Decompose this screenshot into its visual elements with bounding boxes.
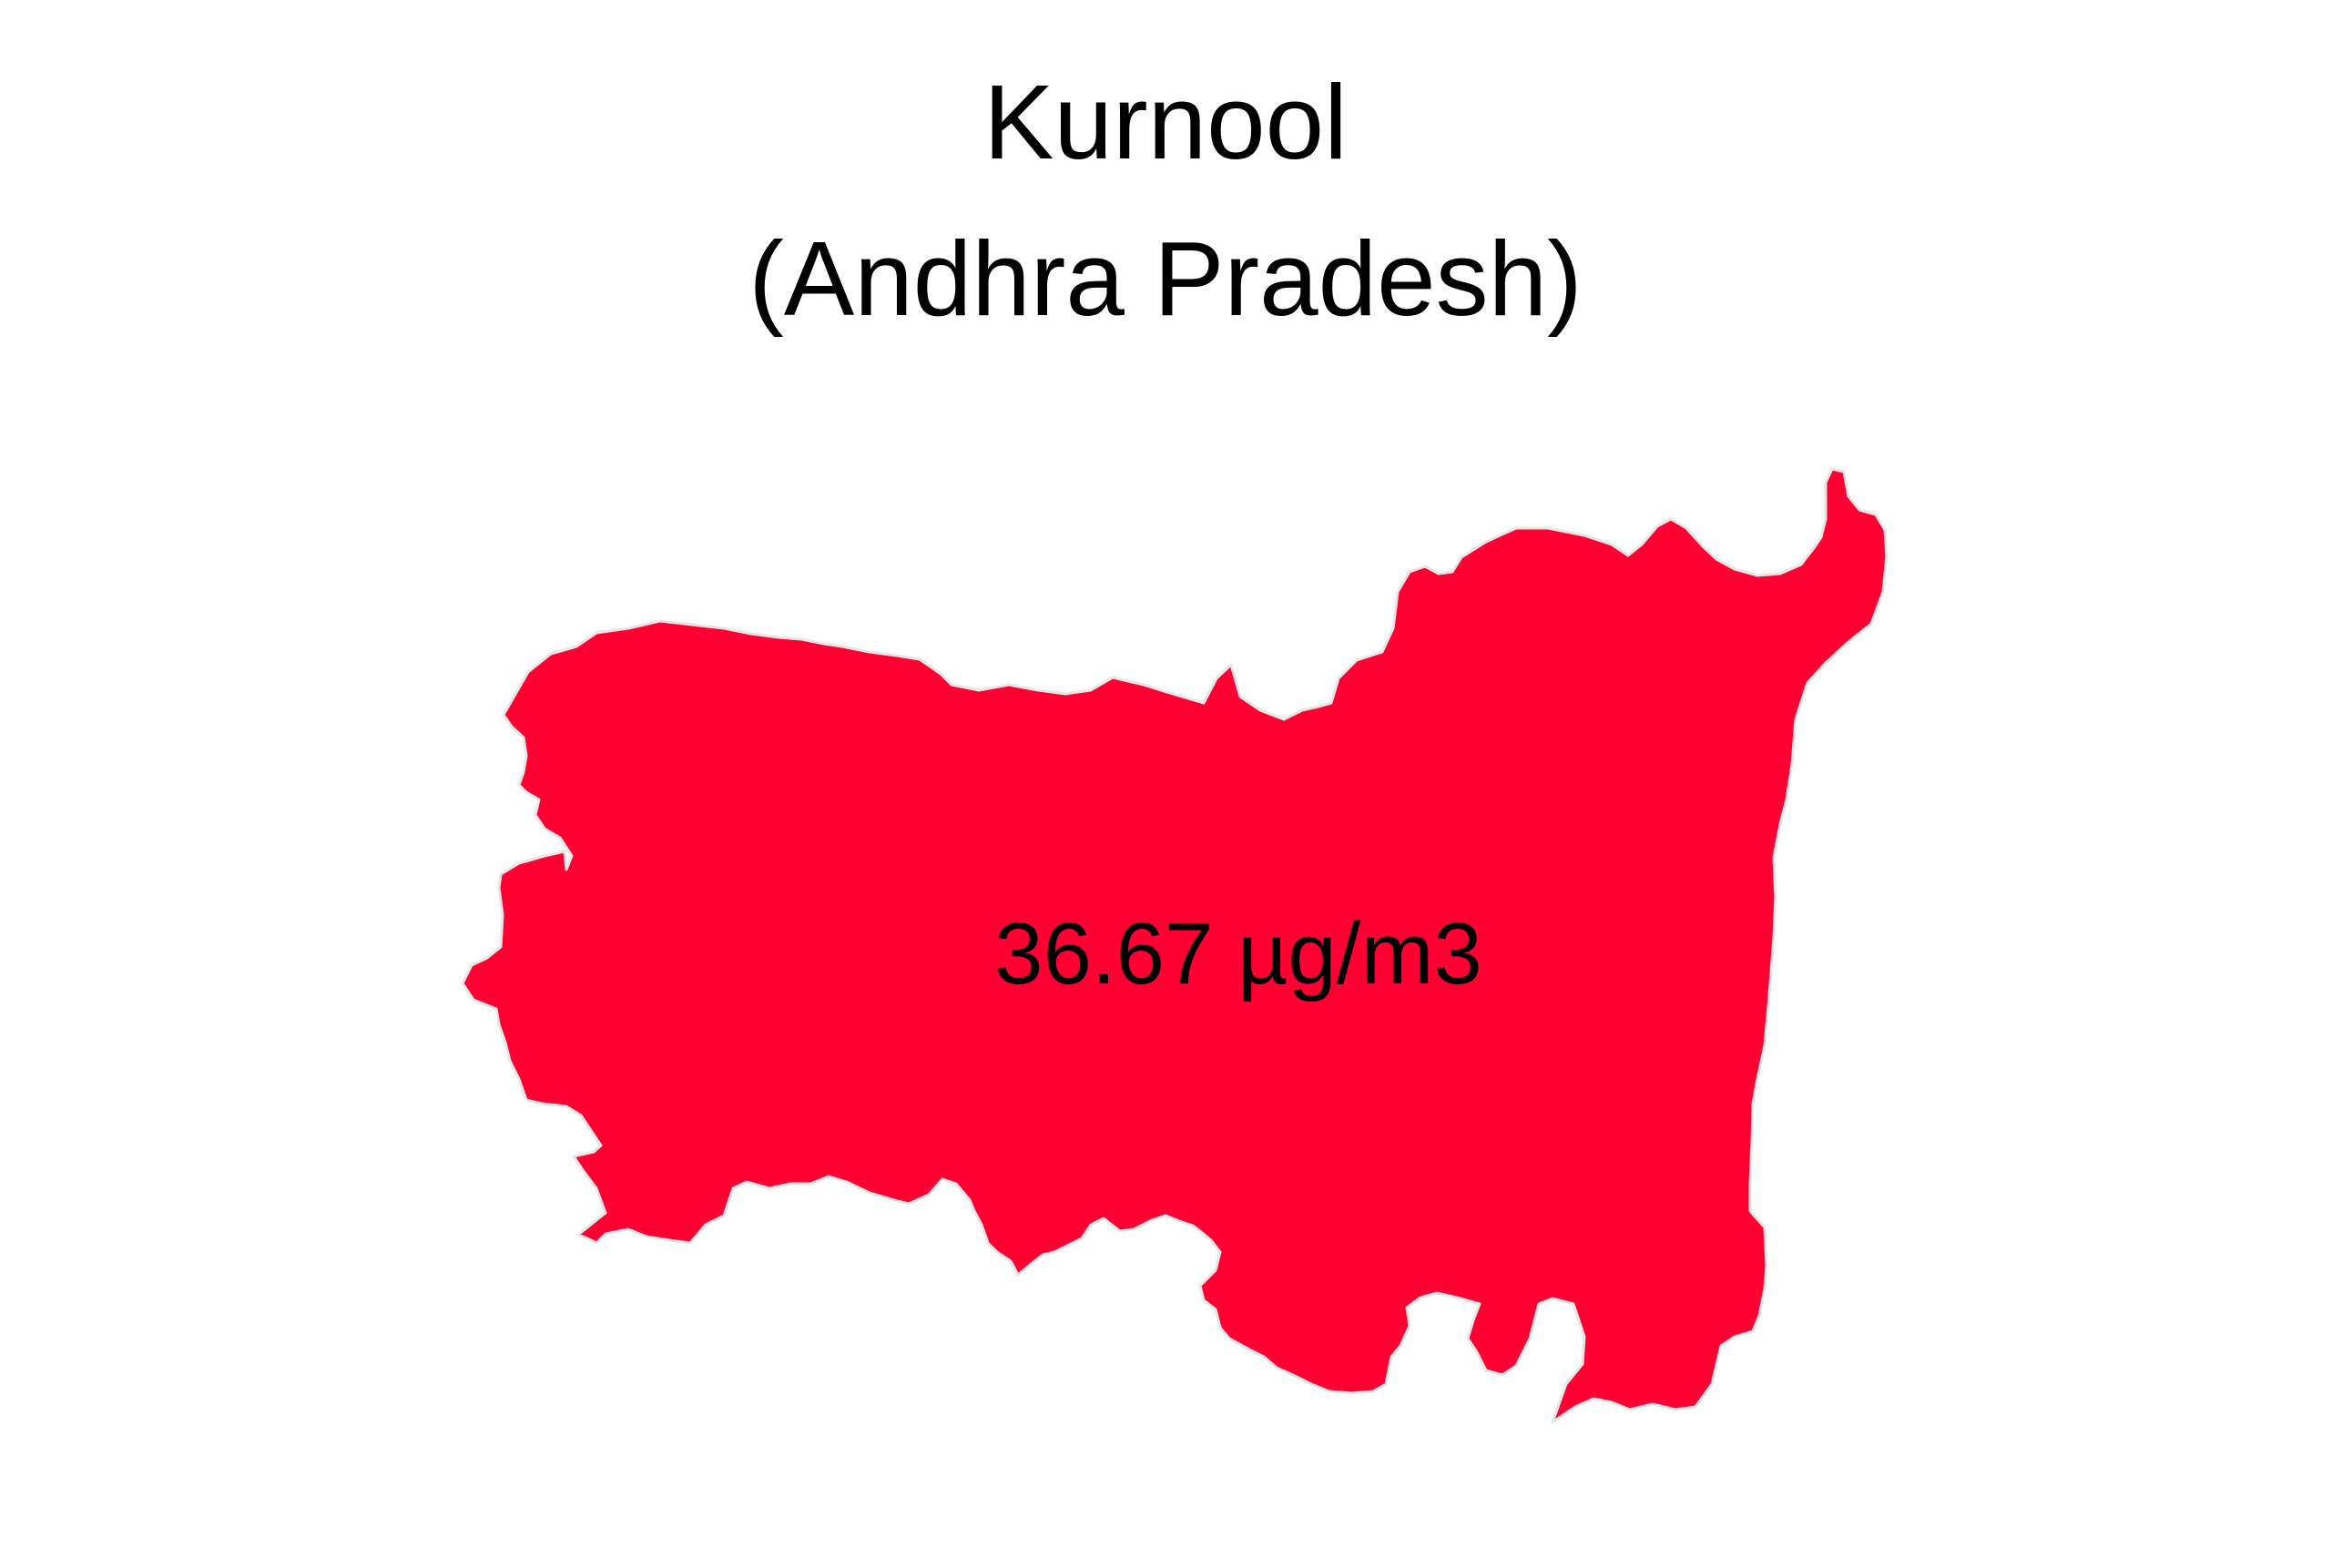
map-title: Kurnool [983,63,1348,181]
district-region-kurnool [461,467,1888,1424]
map-subtitle: (Andhra Pradesh) [748,219,1583,338]
district-value-label: 36.67 µg/m3 [994,905,1482,1003]
map-title-block: Kurnool (Andhra Pradesh) [0,44,2331,357]
